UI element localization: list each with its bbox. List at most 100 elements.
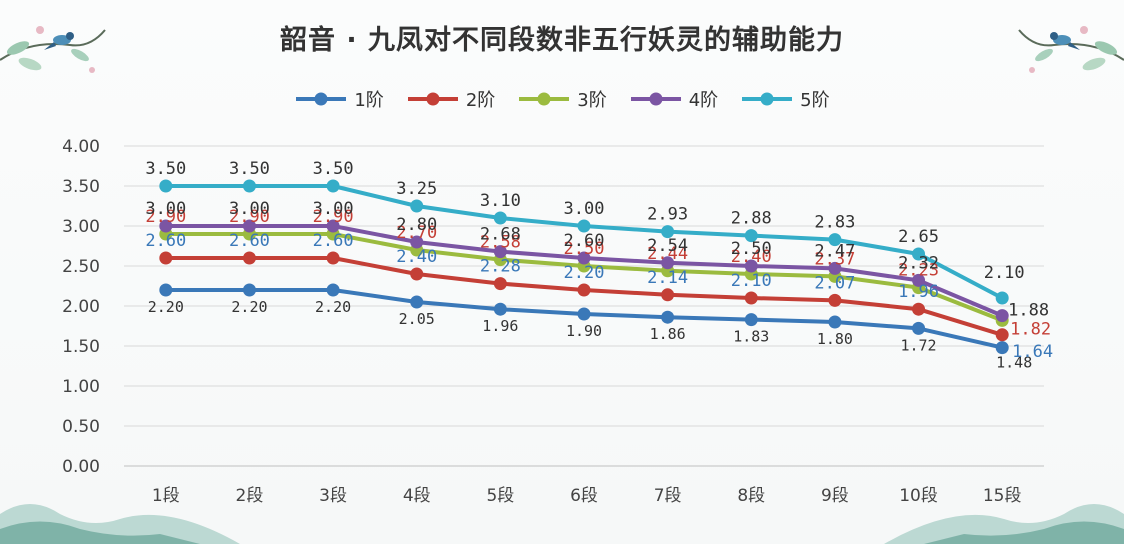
data-label: 2.40 (396, 247, 437, 267)
legend-swatch (630, 92, 681, 106)
data-point (661, 256, 675, 270)
legend-label: 5阶 (800, 90, 830, 111)
data-label: 1.64 (1012, 342, 1053, 362)
legend-swatch (519, 92, 570, 106)
data-label: 2.60 (229, 231, 270, 251)
legend-item-4: 4阶 (629, 86, 718, 112)
data-point (326, 219, 340, 233)
data-point (410, 199, 424, 213)
data-label: 3.10 (480, 191, 521, 211)
y-tick-label: 3.50 (62, 177, 100, 197)
data-point (493, 302, 507, 316)
y-tick-label: 3.00 (62, 217, 100, 237)
data-label: 2.58 (480, 233, 521, 253)
data-label: 2.70 (396, 223, 437, 243)
x-tick-label: 7段 (654, 486, 682, 506)
legend-swatch (407, 92, 458, 106)
data-point (661, 288, 675, 302)
data-point (326, 179, 340, 193)
x-tick-label: 4段 (403, 486, 431, 506)
data-point (744, 259, 758, 273)
data-label: 2.40 (731, 247, 772, 267)
data-point (995, 328, 1009, 342)
x-tick-label: 6段 (570, 486, 598, 506)
data-label: 3.50 (313, 159, 354, 179)
data-label: 2.14 (647, 268, 688, 288)
data-point (159, 219, 173, 233)
data-point (828, 261, 842, 275)
data-point (912, 302, 926, 316)
data-point (159, 179, 173, 193)
data-label: 2.88 (731, 209, 772, 229)
data-point (828, 233, 842, 247)
chart-title: 韶音 · 九凤对不同段数非五行妖灵的辅助能力 (279, 25, 845, 56)
x-tick-label: 8段 (737, 486, 765, 506)
legend-swatch (742, 92, 793, 106)
x-tick-label: 5段 (486, 486, 514, 506)
data-label: 2.60 (564, 231, 605, 251)
data-label: 2.60 (313, 231, 354, 251)
x-tick-label: 3段 (319, 486, 347, 506)
data-point (242, 179, 256, 193)
legend-label: 1阶 (354, 90, 384, 111)
legend-label: 3阶 (577, 90, 607, 111)
data-label: 1.88 (1008, 301, 1049, 321)
bird-branch-right-decoration (1018, 26, 1124, 73)
data-label: 2.28 (480, 257, 521, 277)
data-point (493, 245, 507, 259)
data-point (828, 315, 842, 329)
x-tick-label: 9段 (821, 486, 849, 506)
mountain-left-decoration (0, 504, 240, 544)
data-label: 2.37 (814, 249, 855, 269)
data-point (577, 251, 591, 265)
data-label: 3.00 (145, 199, 186, 219)
data-point (493, 277, 507, 291)
data-label: 1.82 (1010, 319, 1051, 339)
y-tick-label: 0.50 (62, 417, 100, 437)
data-point (912, 273, 926, 287)
x-tick-label: 15段 (983, 486, 1022, 506)
data-label: 1.86 (650, 325, 686, 343)
y-tick-label: 2.00 (62, 297, 100, 317)
data-point (242, 219, 256, 233)
data-label: 2.68 (480, 225, 521, 245)
data-point (995, 309, 1009, 323)
legend-item-2: 2阶 (406, 86, 495, 112)
data-label: 1.96 (898, 282, 939, 302)
data-point (744, 313, 758, 327)
data-label: 2.32 (898, 253, 939, 273)
data-label: 2.20 (564, 263, 605, 283)
data-point (493, 211, 507, 225)
data-label: 1.90 (566, 322, 602, 340)
data-label: 2.60 (145, 231, 186, 251)
data-label: 2.05 (399, 310, 435, 328)
data-point (159, 283, 173, 297)
data-label: 2.07 (814, 273, 855, 293)
data-label: 2.90 (145, 207, 186, 227)
data-label: 2.20 (148, 298, 184, 316)
data-label: 2.10 (984, 263, 1025, 283)
data-point (326, 251, 340, 265)
data-point (159, 251, 173, 265)
mountain-right-decoration (884, 504, 1124, 544)
legend-item-1: 1阶 (294, 86, 384, 112)
data-label: 2.47 (814, 241, 855, 261)
data-point (661, 310, 675, 324)
data-label: 2.50 (564, 239, 605, 259)
data-label: 2.93 (647, 205, 688, 225)
chart-legend: 1阶 2阶 3阶 4阶 5阶 (0, 86, 1124, 112)
y-tick-label: 0.00 (62, 457, 100, 477)
data-point (577, 219, 591, 233)
legend-swatch (296, 92, 347, 106)
data-point (577, 283, 591, 297)
data-label: 2.10 (731, 271, 772, 291)
data-point (912, 321, 926, 335)
data-label: 3.00 (313, 199, 354, 219)
data-label: 2.20 (315, 298, 351, 316)
data-point (744, 291, 758, 305)
data-label: 1.72 (900, 336, 936, 354)
data-point (577, 307, 591, 321)
y-tick-label: 1.00 (62, 377, 100, 397)
data-point (410, 295, 424, 309)
